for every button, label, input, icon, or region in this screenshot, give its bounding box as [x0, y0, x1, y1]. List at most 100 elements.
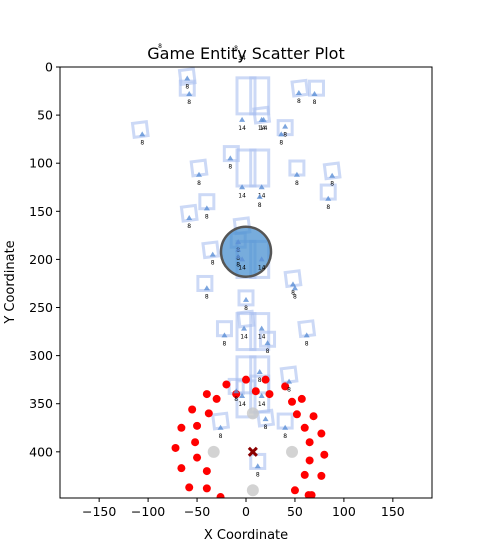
entity-label: 8	[313, 99, 317, 106]
red-point	[177, 423, 186, 432]
red-point	[309, 412, 318, 421]
entity-triangle	[196, 171, 203, 177]
x-tick-label: −150	[82, 504, 116, 519]
red-point	[297, 394, 306, 403]
red-point	[177, 464, 186, 473]
red-point	[261, 375, 270, 384]
entity-label: 8	[219, 433, 223, 440]
entity-label: 8	[287, 387, 291, 394]
top-entity-label: 8	[158, 43, 162, 50]
red-point	[300, 470, 309, 479]
entity-label: 8	[326, 204, 330, 211]
entity-label: 14	[260, 125, 268, 132]
entity-label: 8	[187, 223, 191, 230]
x-tick-label: 0	[242, 504, 250, 519]
y-tick-label: 300	[29, 348, 53, 363]
entity-triangle	[254, 463, 261, 469]
entity-box	[290, 78, 310, 98]
entity-triangle	[311, 90, 318, 96]
entity-label: 14	[258, 264, 266, 271]
entity-triangle	[239, 256, 246, 262]
entity-triangle	[291, 285, 298, 291]
entity-triangle	[235, 246, 242, 252]
y-tick-label: 250	[29, 300, 53, 315]
y-axis-label: Y Coordinate	[3, 240, 18, 324]
entity-label: 8	[305, 340, 309, 347]
red-point	[202, 484, 211, 493]
entity-box	[276, 119, 294, 137]
top-entity-label: 14	[238, 55, 246, 62]
red-point	[265, 390, 274, 399]
entity-triangle	[258, 256, 265, 262]
y-tick-label: 100	[29, 156, 53, 171]
entity-triangle	[258, 184, 265, 190]
entity-box	[177, 67, 197, 87]
entity-triangle	[289, 281, 296, 287]
y-tick-label: 150	[29, 204, 53, 219]
entity-box	[237, 289, 255, 307]
entity-label: 14	[258, 125, 266, 132]
red-point	[193, 453, 202, 462]
y-tick-label: 0	[45, 60, 53, 75]
entity-box	[179, 203, 199, 223]
entity-triangle	[325, 195, 332, 201]
red-point	[317, 471, 326, 480]
entity-label: 8	[256, 471, 260, 478]
entity-triangle	[293, 171, 300, 177]
entity-box	[256, 408, 276, 428]
entity-triangle	[186, 215, 193, 221]
x-axis-label: X Coordinate	[204, 528, 288, 543]
x-tick-label: −100	[131, 504, 165, 519]
red-point	[193, 421, 202, 430]
axes: −150 −100 −50 0 50 100 150 0 50 100 150 200 250 300 35…	[29, 60, 405, 520]
entity-triangle	[139, 131, 146, 137]
cross-marker	[247, 446, 258, 457]
gray-point	[246, 407, 259, 420]
y-tick-label: 350	[29, 396, 53, 411]
entity-triangle	[282, 424, 289, 430]
entity-label: 8	[293, 293, 297, 300]
entity-label: 8	[205, 293, 209, 300]
entity-label: 8	[291, 289, 295, 296]
chart-title: Game Entity Scatter Plot	[147, 44, 344, 63]
entity-label: 8	[297, 98, 301, 105]
entity-label: 8	[197, 180, 201, 187]
y-tick-label: 400	[29, 444, 53, 459]
x-tick-label: 50	[287, 504, 303, 519]
entity-triangle	[262, 416, 269, 422]
entity-triangle	[217, 424, 224, 430]
red-point	[188, 405, 197, 414]
entity-triangle	[303, 332, 310, 338]
entity-label: 8	[258, 202, 262, 209]
entity-triangle	[184, 75, 191, 81]
entity-box	[322, 161, 342, 181]
red-point	[191, 438, 200, 447]
entity-triangle	[256, 368, 263, 374]
entity-label: 8	[264, 424, 268, 431]
entity-triangle	[209, 251, 216, 257]
entity-label: 8	[223, 340, 227, 347]
entity-label: 8	[205, 213, 209, 220]
entity-label: 8	[234, 396, 238, 403]
red-point	[204, 409, 213, 418]
y-tick-label: 200	[29, 252, 53, 267]
entity-label: 14	[258, 401, 266, 408]
entity-label: 14	[258, 334, 266, 341]
entity-label: 8	[211, 260, 215, 267]
red-point	[222, 380, 231, 389]
entity-label: 14	[240, 334, 248, 341]
entity-label: 8	[283, 132, 287, 139]
entity-triangle	[258, 393, 265, 399]
plot-area: 8888141414888881414888888888814148888141…	[130, 67, 342, 498]
entity-label: 14	[238, 125, 246, 132]
entity-triangle	[241, 325, 248, 331]
red-point	[242, 375, 250, 384]
entity-label: 8	[244, 305, 248, 312]
entity-triangle	[243, 296, 249, 302]
entity-label: 8	[228, 163, 232, 170]
red-point	[216, 493, 225, 498]
red-point	[290, 486, 299, 495]
player-circle	[219, 225, 273, 278]
entity-triangle	[278, 131, 285, 137]
